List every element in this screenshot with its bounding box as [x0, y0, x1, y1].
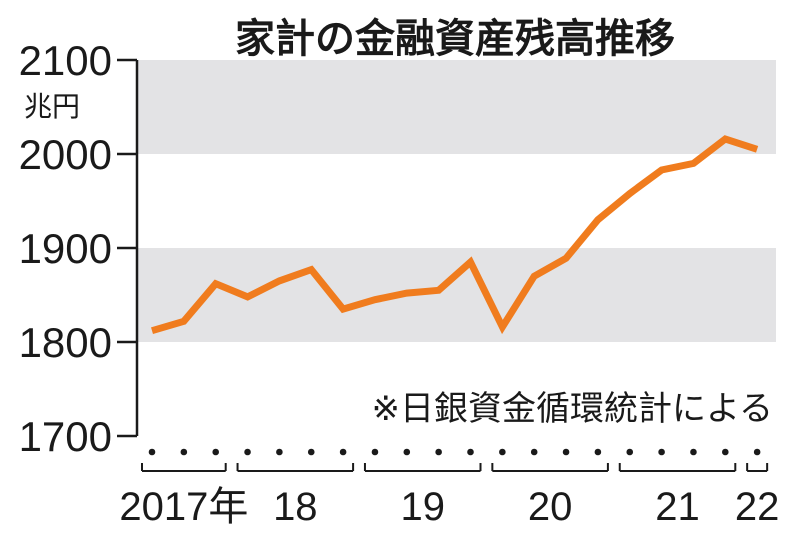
y-tick-label: 2000 — [19, 131, 112, 178]
quarter-dot — [339, 448, 347, 456]
quarter-dot — [594, 448, 602, 456]
year-label: 21 — [655, 485, 700, 529]
year-label: 20 — [528, 485, 573, 529]
quarter-dot — [690, 448, 697, 456]
year-label: 22 — [735, 485, 780, 529]
year-label: 2017年 — [119, 485, 248, 529]
quarter-dot — [753, 448, 761, 456]
y-tick-label: 1900 — [19, 225, 112, 272]
quarter-dot — [403, 448, 411, 456]
year-group: 19 — [363, 463, 482, 529]
quarter-dot — [530, 448, 538, 456]
y-tick-label: 1700 — [19, 413, 112, 460]
year-group: 21 — [618, 463, 737, 529]
year-group: 22 — [735, 463, 780, 529]
quarter-dot — [244, 448, 251, 456]
y-axis-unit: 兆円 — [24, 90, 80, 123]
band-1 — [137, 60, 776, 154]
quarter-dot — [499, 448, 506, 456]
year-group: 20 — [491, 463, 609, 529]
quarter-dot — [435, 448, 442, 456]
quarter-dot — [371, 448, 379, 456]
year-label: 19 — [400, 485, 445, 529]
quarter-dot — [180, 448, 188, 456]
quarter-dot — [562, 448, 570, 456]
quarter-dot — [467, 448, 474, 456]
year-group: 2017年 — [119, 463, 248, 529]
band-2 — [137, 248, 776, 342]
quarter-dot — [307, 448, 315, 456]
series-line — [151, 135, 759, 335]
quarter-dot — [212, 448, 219, 456]
chart-title: 家計の金融資産残高推移 — [235, 16, 675, 62]
quarter-dots — [148, 448, 761, 456]
y-axis-ticks: 2100 2000 1900 1800 1700 — [19, 37, 137, 460]
year-group: 18 — [236, 463, 355, 529]
quarter-dot — [626, 448, 634, 456]
series-group — [151, 135, 759, 335]
year-label: 18 — [273, 485, 318, 529]
quarter-dot — [148, 448, 156, 456]
source-note: ※日銀資金循環統計による — [372, 389, 773, 429]
background-bands — [137, 60, 776, 342]
quarter-dot — [276, 448, 283, 456]
year-groups: 2017年 18 19 20 21 22 — [119, 463, 779, 529]
y-tick-label: 2100 — [19, 37, 112, 84]
quarter-dot — [658, 448, 665, 456]
y-tick-label: 1800 — [19, 319, 112, 366]
quarter-dot — [722, 448, 729, 456]
